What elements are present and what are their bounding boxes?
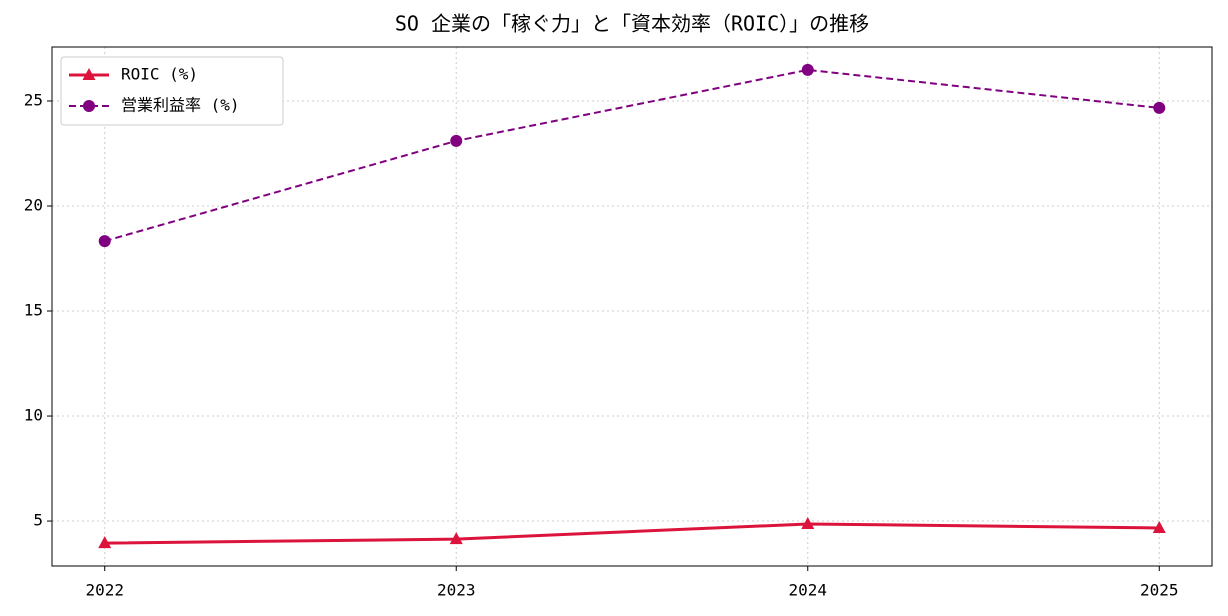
marker <box>83 100 95 112</box>
legend-label: ROIC (%) <box>121 65 198 84</box>
marker <box>450 134 463 147</box>
x-tick-label: 2025 <box>1140 581 1179 600</box>
marker <box>1153 101 1166 114</box>
y-tick-label: 20 <box>24 195 43 214</box>
x-tick-label: 2022 <box>85 581 124 600</box>
marker <box>801 63 814 76</box>
x-tick-label: 2023 <box>437 581 476 600</box>
marker <box>449 532 463 545</box>
chart-title: SO 企業の「稼ぐ力」と「資本効率（ROIC）」の推移 <box>395 12 869 36</box>
marker <box>98 235 111 248</box>
x-tick-label: 2024 <box>788 581 827 600</box>
y-tick-label: 25 <box>24 90 43 109</box>
marker <box>801 516 815 529</box>
y-tick-label: 5 <box>33 511 43 530</box>
legend-label: 営業利益率 (%) <box>121 96 240 115</box>
legend-box <box>60 56 284 126</box>
series-line <box>104 68 1160 243</box>
marker <box>98 536 112 549</box>
y-tick-label: 10 <box>24 406 43 425</box>
marker <box>82 68 96 80</box>
plot-frame <box>51 46 1213 567</box>
marker <box>1152 520 1166 533</box>
y-tick-label: 15 <box>24 301 43 320</box>
series-line <box>104 522 1160 545</box>
